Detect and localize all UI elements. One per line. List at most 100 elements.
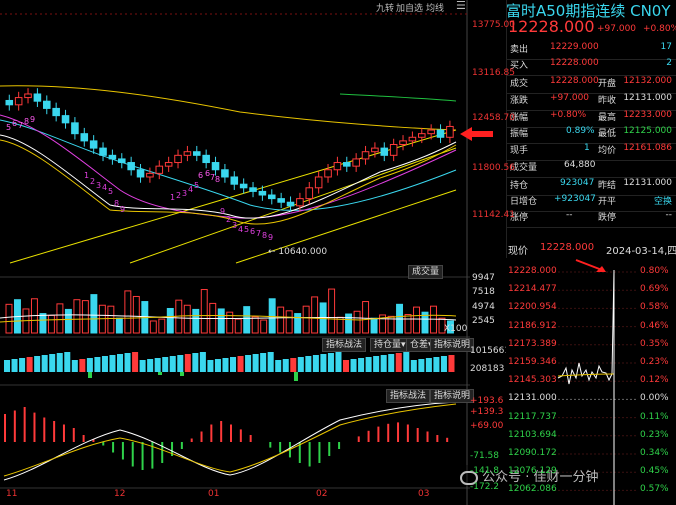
open-interest-bar [410, 360, 417, 372]
macd-histogram-bar [4, 414, 6, 442]
macd-strategy-button[interactable]: 指标战法 [386, 389, 431, 403]
nine-turn-label: 6 [198, 171, 203, 180]
nine-turn-label: 5 [6, 123, 11, 132]
open-interest-bar [109, 355, 116, 372]
candle-body [71, 122, 79, 135]
candle-body [211, 162, 220, 171]
macd-histogram-bar [298, 442, 301, 463]
add-watchlist-button[interactable]: 加自选 [396, 4, 424, 14]
macd-histogram-bar [180, 442, 183, 449]
macd-histogram-bar [367, 430, 370, 442]
candle-body [352, 158, 360, 167]
limit-row: 涨停 -- 跌停 -- [506, 210, 676, 228]
buy-row[interactable]: 买入 12228.000 2 [506, 58, 676, 76]
macd-histogram-bar [397, 422, 400, 442]
candle-body [202, 154, 210, 164]
nine-turn-label: 6 [205, 169, 210, 178]
volume-bar [115, 317, 123, 334]
macd-histogram-bar [92, 439, 95, 442]
macd-histogram-bar [318, 442, 321, 463]
macd-histogram-bar [171, 442, 174, 456]
open-interest-bar [41, 355, 48, 372]
open-interest-bar [169, 356, 176, 372]
position-row: 持仓 923047 昨结 12131.000 [506, 178, 676, 196]
last-price: 12228.000 [508, 17, 595, 36]
open-interest-bar [117, 354, 124, 372]
intraday-price-tick: 12103.694 [508, 429, 557, 440]
nine-turn-label: 8 [215, 175, 220, 184]
candle-body [155, 165, 164, 174]
moving-average-line [0, 85, 457, 131]
open-interest-bar [162, 357, 169, 372]
volume-bar [404, 314, 412, 334]
intraday-price-tick: 12159.346 [508, 357, 557, 367]
macd-tick: +139.3 [470, 407, 504, 417]
open-interest-bar [275, 360, 282, 372]
intraday-price-tick: 12145.303 [508, 375, 557, 386]
macd-histogram-bar [151, 442, 154, 469]
low-price-marker: ← 10640.000 [268, 247, 328, 257]
price-tick: 12458.70 [472, 113, 515, 123]
open-interest-bar [245, 355, 252, 372]
open-interest-bar [199, 352, 206, 372]
open-interest-bar [237, 356, 244, 372]
macd-histogram-bar [249, 435, 252, 442]
arrow-head [596, 266, 606, 272]
nine-turn-label: 2 [90, 177, 95, 186]
volume-indicator-button[interactable]: 成交量 [408, 265, 444, 279]
volume-bar [234, 318, 242, 334]
position-diff-bar [88, 372, 92, 378]
open-interest-bar [388, 354, 395, 372]
intraday-price-tick: 12117.737 [508, 411, 557, 422]
macd-histogram-bar [436, 435, 439, 442]
open-interest-bar [290, 358, 297, 372]
candle-body [249, 187, 257, 192]
intraday-pct-tick: 0.35% [640, 338, 669, 349]
volume-ma-line [0, 314, 457, 321]
open-interest-bar [327, 353, 334, 372]
open-interest-bar [230, 357, 237, 372]
moving-average-button[interactable]: 均线 [426, 4, 445, 14]
macd-histogram-bar [33, 412, 36, 442]
intraday-pct-tick: 0.80% [640, 266, 669, 276]
oi-help-button[interactable]: 指标说明 [430, 338, 475, 352]
candle-body [268, 194, 276, 200]
open-interest-dropdown[interactable]: 持仓量▾ [370, 338, 410, 352]
date-tick: 01 [208, 489, 220, 499]
macd-tick: +193.6 [470, 396, 504, 406]
intraday-price-tick: 12090.172 [508, 448, 557, 458]
nine-turn-label: 6 [12, 119, 17, 128]
macd-histogram-bar [82, 435, 85, 442]
candle-body [258, 190, 267, 196]
candle-body [127, 162, 135, 171]
intraday-chart[interactable] [506, 258, 676, 505]
candle-body [33, 93, 42, 102]
macd-help-button[interactable]: 指标说明 [430, 389, 475, 403]
intraday-pct-tick: 0.45% [640, 466, 669, 477]
open-interest-bar [71, 360, 78, 372]
open-interest-bar [350, 359, 357, 372]
candle-body [239, 183, 248, 189]
watermark: 公众号 · 佳财一分钟 [456, 465, 603, 486]
sell-row[interactable]: 卖出 12229.000 17 [506, 42, 676, 60]
price-change: +97.000 [597, 24, 637, 34]
volume-bar [277, 306, 285, 334]
oi-tick-low: 208183 [470, 364, 505, 374]
volume-bar [387, 315, 395, 334]
macd-histogram-bar [13, 410, 16, 442]
intraday-price-tick: 12076.129 [508, 466, 557, 477]
intraday-price-tick: 12062.086 [508, 484, 557, 495]
candle-body [361, 151, 370, 160]
open-interest-bar [373, 356, 380, 372]
macd-histogram-bar [53, 421, 56, 442]
oi-strategy-button[interactable]: 指标战法 [322, 338, 367, 352]
volume-bar [268, 298, 276, 334]
intraday-price-tick: 12228.000 [508, 266, 557, 276]
menu-icon[interactable]: ☰ [456, 0, 466, 12]
nine-turn-button[interactable]: 九转 [376, 4, 395, 14]
nine-turn-label: 4 [238, 225, 243, 234]
candle-body [230, 176, 239, 185]
volume-bar [370, 317, 378, 334]
open-interest-bar [297, 357, 304, 372]
